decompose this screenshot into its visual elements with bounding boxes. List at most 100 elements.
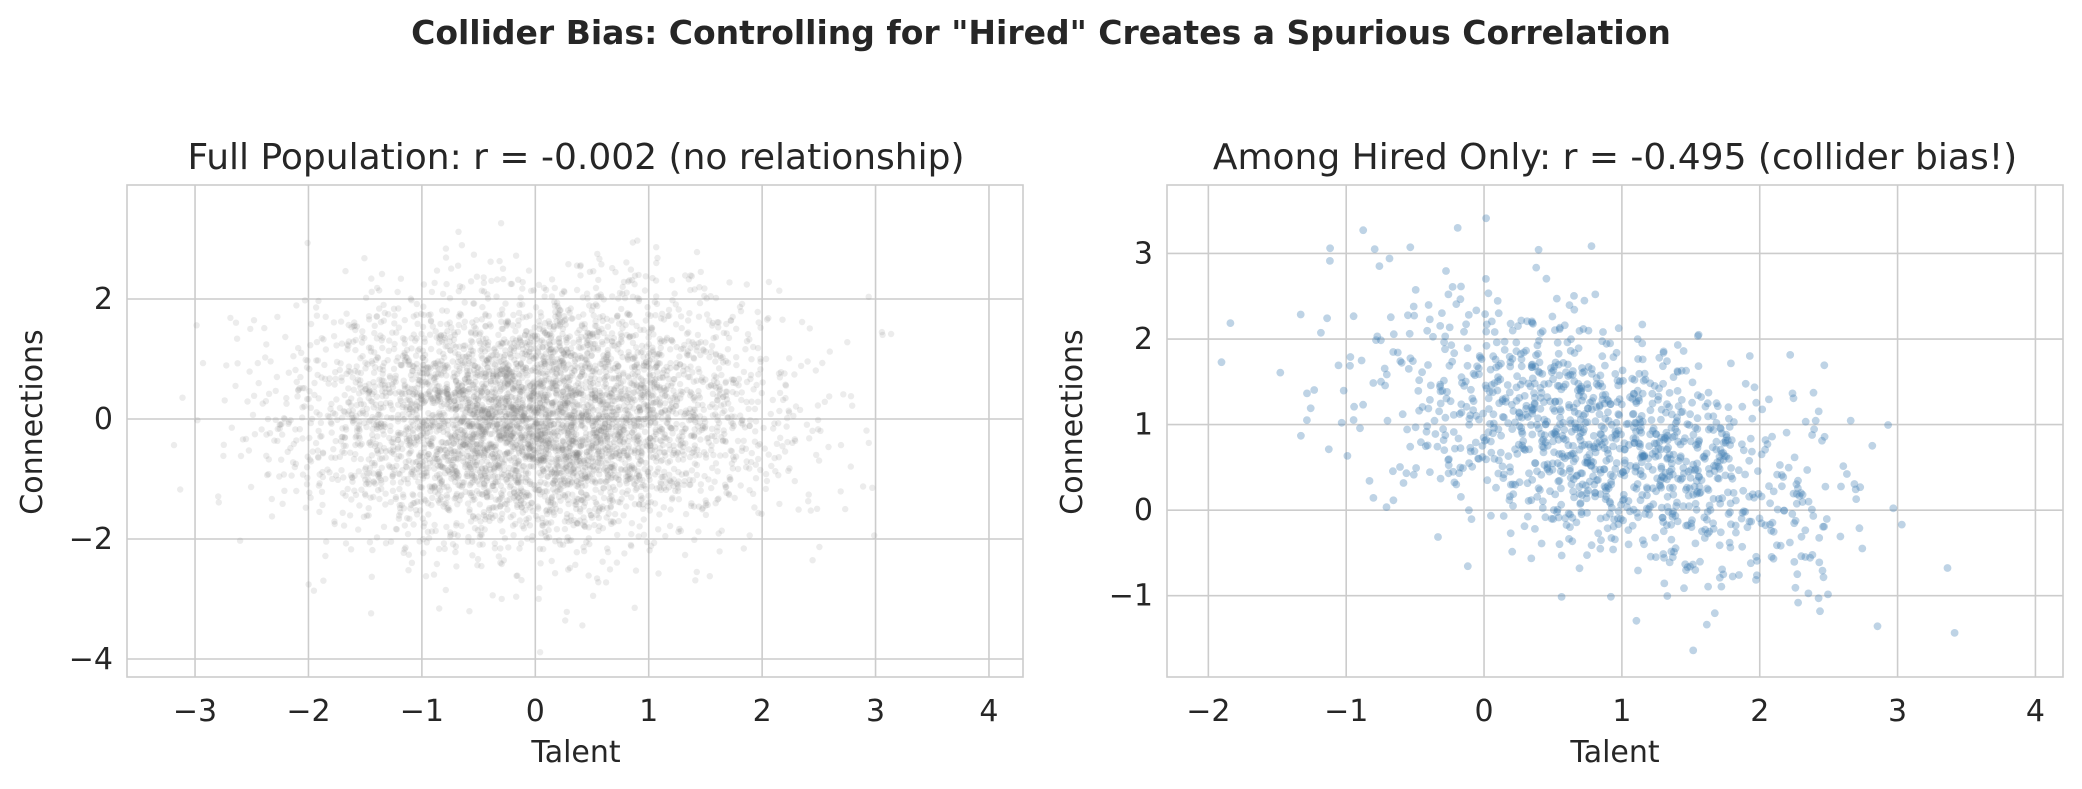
scatter-point	[322, 313, 329, 320]
scatter-point	[627, 448, 635, 455]
scatter-point	[474, 562, 481, 569]
scatter-point	[796, 406, 804, 414]
scatter-point	[520, 412, 527, 420]
scatter-point	[465, 351, 473, 358]
scatter-point	[556, 339, 563, 346]
scatter-point	[455, 353, 462, 361]
scatter-point	[407, 372, 415, 379]
scatter-point	[367, 610, 375, 617]
scatter-point	[453, 563, 460, 570]
scatter-point	[244, 398, 251, 405]
scatter-point	[613, 375, 620, 382]
scatter-point	[378, 270, 386, 278]
scatter-point	[516, 390, 524, 397]
scatter-point	[560, 415, 567, 422]
scatter-point	[421, 441, 428, 448]
scatter-point	[583, 411, 590, 418]
scatter-point	[495, 331, 502, 338]
scatter-point	[475, 513, 482, 520]
scatter-point	[635, 501, 643, 508]
scatter-point	[304, 239, 311, 247]
scatter-point	[480, 509, 488, 516]
scatter-point	[394, 444, 402, 451]
scatter-point	[699, 506, 706, 513]
scatter-point	[725, 334, 733, 342]
scatter-point	[474, 363, 482, 371]
scatter-point	[782, 381, 789, 388]
scatter-point	[584, 341, 591, 349]
scatter-point	[377, 382, 384, 389]
scatter-point	[513, 365, 520, 373]
scatter-point	[786, 465, 793, 472]
scatter-point	[445, 396, 452, 403]
scatter-point	[305, 581, 312, 588]
scatter-point	[668, 276, 676, 284]
scatter-point	[496, 257, 503, 265]
scatter-point	[520, 462, 528, 469]
scatter-point	[494, 421, 501, 428]
scatter-point	[396, 452, 403, 459]
scatter-point	[653, 293, 660, 300]
scatter-point	[550, 421, 558, 428]
scatter-point	[433, 334, 440, 341]
scatter-point	[469, 361, 476, 369]
scatter-point	[588, 403, 596, 410]
scatter-point	[390, 365, 398, 372]
scatter-point	[777, 369, 785, 376]
scatter-point	[577, 272, 584, 279]
scatter-point	[411, 389, 419, 396]
scatter-point	[435, 370, 442, 377]
scatter-point	[469, 347, 477, 355]
scatter-point	[487, 414, 495, 421]
scatter-point	[545, 526, 552, 534]
scatter-point	[457, 389, 464, 396]
scatter-point	[492, 446, 500, 454]
scatter-point	[545, 534, 553, 541]
scatter-point	[447, 531, 454, 538]
scatter-point	[339, 490, 347, 497]
scatter-point	[628, 319, 636, 326]
scatter-point	[422, 497, 429, 504]
scatter-point	[558, 346, 565, 354]
scatter-point	[495, 432, 503, 439]
scatter-point	[633, 434, 640, 441]
scatter-point	[696, 284, 703, 291]
scatter-point	[265, 390, 273, 397]
scatter-point	[315, 395, 322, 402]
scatter-point	[355, 433, 363, 440]
scatter-point	[402, 458, 409, 466]
scatter-point	[609, 293, 616, 300]
scatter-point	[319, 449, 327, 456]
scatter-point	[590, 444, 597, 451]
scatter-point	[486, 371, 493, 378]
scatter-point	[633, 477, 640, 485]
scatter-point	[454, 448, 461, 455]
scatter-point	[482, 322, 489, 330]
scatter-point	[420, 303, 427, 310]
scatter-point	[410, 467, 418, 474]
scatter-point	[405, 551, 412, 558]
scatter-point	[694, 331, 702, 339]
scatter-point	[665, 416, 672, 424]
scatter-point	[285, 420, 292, 427]
scatter-point	[389, 329, 396, 336]
scatter-point	[423, 432, 430, 440]
scatter-point	[356, 434, 363, 442]
scatter-point	[692, 452, 699, 459]
scatter-point	[503, 397, 510, 405]
scatter-point	[660, 504, 667, 511]
scatter-point	[395, 305, 402, 312]
scatter-point	[541, 329, 549, 337]
scatter-point	[376, 474, 383, 482]
scatter-point	[367, 397, 375, 405]
scatter-point	[709, 390, 717, 397]
scatter-point	[475, 337, 483, 345]
scatter-point	[550, 408, 557, 415]
scatter-point	[379, 388, 386, 395]
scatter-point	[529, 433, 536, 441]
scatter-point	[582, 430, 590, 437]
scatter-point	[480, 279, 488, 286]
scatter-point	[368, 275, 375, 282]
scatter-point	[581, 372, 588, 379]
scatter-point	[457, 426, 464, 433]
